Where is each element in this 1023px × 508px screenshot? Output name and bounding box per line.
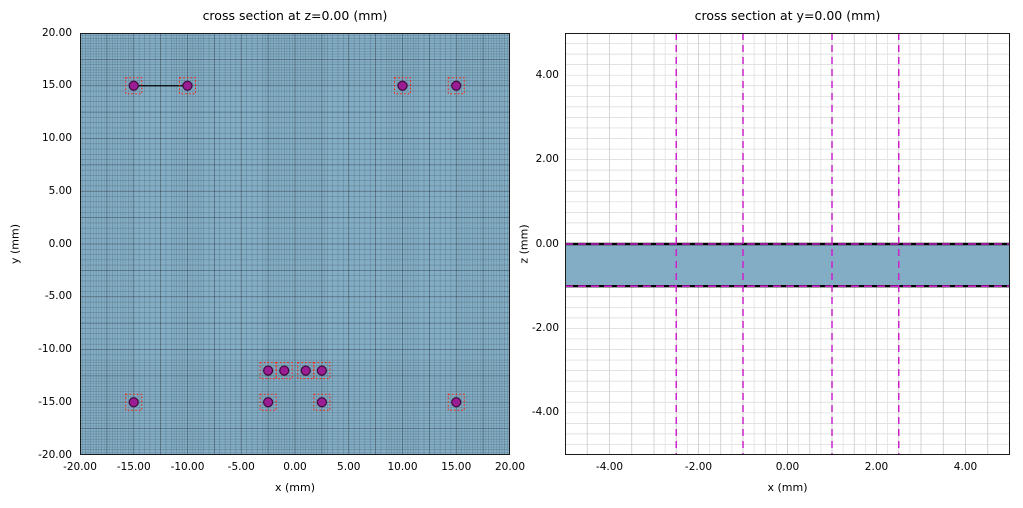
vertex-dot	[316, 397, 327, 408]
left-x-tick-label: 20.00	[494, 461, 526, 473]
vertex-box	[179, 77, 196, 95]
left-x-tick-label: 5.00	[337, 461, 361, 473]
left-plot-title: cross section at z=0.00 (mm)	[202, 8, 388, 23]
axes-spine	[80, 33, 510, 455]
vertex-box	[259, 362, 277, 380]
right-z-tick-label: 0.00	[535, 237, 559, 250]
left-y-tick-label: 5.00	[48, 184, 72, 197]
right-x-axis-label: x (mm)	[767, 481, 808, 494]
left-y-tick-label: -10.00	[38, 343, 72, 355]
axes-spine	[565, 33, 1010, 455]
left-y-tick-label: -5.00	[44, 290, 72, 303]
right-z-tick-label: -2.00	[531, 321, 559, 334]
substrate-slab	[565, 244, 1010, 287]
left-plot-canvas	[80, 33, 510, 455]
right-x-tick-label: 2.00	[864, 461, 889, 473]
left-y-tick-label: 20.00	[41, 26, 72, 39]
vertex-dot	[182, 80, 193, 91]
vertex-box	[259, 393, 277, 411]
left-x-tick-label: 10.00	[387, 461, 418, 473]
left-x-tick-label: -20.00	[63, 461, 97, 473]
right-z-tick-label: 2.00	[535, 153, 559, 166]
right-x-tick-label: 4.00	[953, 461, 978, 473]
left-x-tick-label: 0.00	[283, 461, 307, 473]
right-x-tick-label: -2.00	[684, 461, 713, 473]
vertex-dot	[263, 397, 274, 408]
vertex-dot	[128, 397, 139, 408]
left-y-tick-label: 10.00	[41, 132, 72, 144]
vertex-dot	[451, 397, 462, 408]
vertex-dot	[128, 80, 139, 91]
left-x-tick-label: -10.00	[170, 461, 205, 473]
vertex-box	[275, 362, 293, 380]
vertex-dot	[263, 365, 274, 376]
vertex-dot	[316, 365, 327, 376]
left-y-tick-label: -15.00	[38, 395, 72, 408]
vertex-box	[394, 77, 411, 95]
vertex-dot	[279, 365, 290, 376]
right-z-tick-label: 4.00	[535, 68, 559, 81]
left-y-tick-label: -20.00	[38, 448, 72, 461]
vertex-dot	[397, 80, 408, 91]
vertex-box	[297, 362, 315, 380]
air-background	[80, 33, 510, 455]
left-x-axis-label: x (mm)	[274, 481, 316, 494]
left-y-tick-label: 15.00	[41, 79, 72, 92]
right-z-tick-label: -4.00	[531, 406, 559, 419]
left-x-tick-label: -5.00	[227, 461, 255, 473]
right-plot-canvas	[565, 33, 1010, 455]
left-x-tick-label: 15.00	[441, 461, 472, 473]
left-y-tick-label: 0.00	[48, 237, 72, 250]
vertex-dot	[451, 80, 462, 91]
vertex-box	[125, 77, 143, 95]
right-x-tick-label: 0.00	[775, 461, 800, 473]
vertex-box	[125, 393, 143, 411]
vertex-box	[447, 77, 465, 95]
vertex-box	[447, 393, 465, 411]
left-x-tick-label: -15.00	[116, 461, 151, 473]
right-plot-title: cross section at y=0.00 (mm)	[694, 8, 881, 23]
vertex-box	[313, 362, 331, 380]
right-x-tick-label: -4.00	[595, 461, 624, 473]
vertex-dot	[300, 365, 311, 376]
vertex-box	[313, 393, 331, 411]
